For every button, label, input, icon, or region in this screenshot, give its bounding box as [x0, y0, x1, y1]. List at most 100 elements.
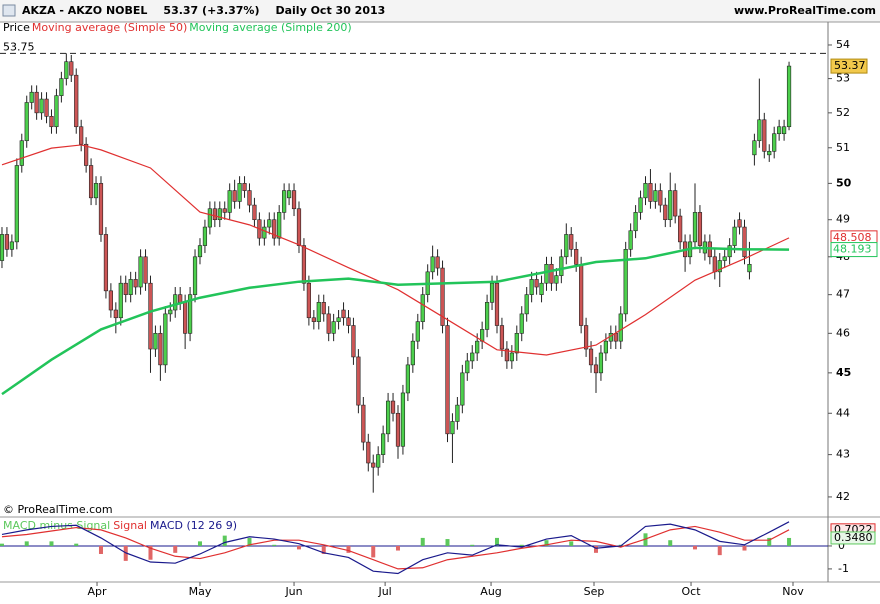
- ma-badge-label: 48.508: [833, 231, 872, 244]
- candle-body: [247, 190, 252, 206]
- candle-body: [430, 256, 435, 273]
- period: Daily Oct 30 2013: [275, 4, 385, 17]
- candle-body: [286, 190, 292, 199]
- candle-body: [400, 392, 406, 447]
- candle-body: [772, 133, 777, 152]
- histogram-bar: [717, 545, 722, 556]
- histogram-bar: [692, 545, 697, 550]
- candle-body: [613, 333, 618, 342]
- candle-body: [39, 98, 44, 114]
- candle-body: [410, 340, 415, 366]
- candle-body: [336, 317, 341, 322]
- header: AKZA - AKZO NOBEL 53.37 (+3.37%) Daily Oct…: [22, 4, 385, 17]
- histogram-bar: [197, 541, 202, 546]
- candle-body: [697, 212, 703, 246]
- candle-body: [291, 190, 297, 210]
- legend-entry: Price: [3, 21, 30, 34]
- copyright: © ProRealTime.com: [3, 503, 113, 516]
- candle-body: [326, 313, 331, 334]
- candle-body: [163, 313, 168, 366]
- candle-body: [118, 282, 123, 319]
- candle-body: [445, 325, 450, 435]
- candle-body: [554, 275, 559, 284]
- x-tick-label: Jun: [284, 585, 302, 598]
- candle-body: [628, 230, 633, 250]
- candle-body: [643, 183, 648, 199]
- candle-body: [618, 313, 623, 342]
- candle-body: [29, 91, 34, 103]
- legend: Price Moving average (Simple 50) Moving av…: [3, 21, 352, 34]
- candle-body: [717, 260, 722, 273]
- candle-body: [128, 279, 133, 295]
- candle-body: [192, 256, 198, 295]
- candle-body: [450, 421, 455, 435]
- candle-body: [514, 333, 519, 354]
- candle-body: [415, 321, 420, 342]
- legend-entry: Moving average (Simple 200): [189, 21, 351, 34]
- candle-body: [574, 249, 579, 265]
- histogram-bar: [445, 539, 450, 546]
- candle-body: [638, 197, 643, 213]
- candle-body: [306, 282, 311, 319]
- candle-body: [371, 462, 376, 468]
- candle-body: [673, 190, 678, 217]
- candle-body: [69, 61, 74, 76]
- candle-body: [470, 352, 475, 362]
- y-tick-label: 42: [836, 490, 850, 503]
- candle-body: [351, 325, 356, 358]
- histogram-bar: [0, 543, 4, 546]
- candle-body: [321, 302, 326, 315]
- chart-title: AKZA - AKZO NOBEL: [22, 4, 147, 17]
- candle-body: [598, 352, 604, 374]
- candle-body: [212, 208, 217, 221]
- y-tick-label: 54: [836, 38, 850, 51]
- candle-body: [663, 204, 668, 221]
- ma-badge: [830, 242, 878, 258]
- candles: [0, 53, 792, 493]
- candle-body: [564, 234, 569, 258]
- candle-body: [277, 212, 282, 239]
- candle-body: [158, 333, 163, 366]
- source: www.ProRealTime.com: [734, 4, 876, 17]
- histogram-bar: [767, 537, 772, 546]
- histogram-bar: [593, 545, 598, 553]
- candle-body: [123, 282, 128, 295]
- candle-body: [207, 208, 212, 228]
- candle-body: [242, 183, 247, 191]
- reference-label: 53.75: [3, 40, 35, 53]
- candle-body: [0, 234, 5, 261]
- x-tick-label: Jul: [377, 585, 391, 598]
- ma-badge-label: 48.193: [833, 243, 872, 256]
- histogram-bar: [222, 535, 227, 546]
- candle-body: [440, 267, 445, 326]
- candle-body: [747, 264, 752, 273]
- candle-body: [356, 356, 361, 406]
- histogram-bar: [668, 540, 673, 546]
- candle-body: [559, 256, 564, 276]
- candle-body: [232, 190, 237, 202]
- candle-body: [727, 245, 732, 258]
- y-tick-label: 45: [836, 366, 851, 379]
- candle-body: [762, 119, 767, 152]
- histogram-bar: [24, 541, 29, 546]
- candle-body: [395, 412, 401, 447]
- candle-body: [64, 61, 69, 79]
- histogram-bar: [247, 537, 252, 546]
- header-bar: [0, 0, 880, 22]
- candle-body: [648, 183, 653, 202]
- histogram-bar: [148, 545, 153, 560]
- candle-body: [14, 165, 19, 243]
- price-badge-label: 53.37: [834, 59, 866, 72]
- candle-body: [202, 226, 208, 246]
- histogram-bar: [371, 545, 376, 558]
- x-tick-label: Nov: [782, 585, 804, 598]
- candle-body: [361, 404, 366, 443]
- candle-body: [168, 309, 173, 315]
- candle-body: [658, 190, 663, 206]
- candle-body: [534, 279, 539, 288]
- candle-body: [579, 264, 584, 326]
- moving-average: [1, 246, 790, 396]
- candle-body: [588, 348, 594, 366]
- candle-body: [549, 264, 554, 284]
